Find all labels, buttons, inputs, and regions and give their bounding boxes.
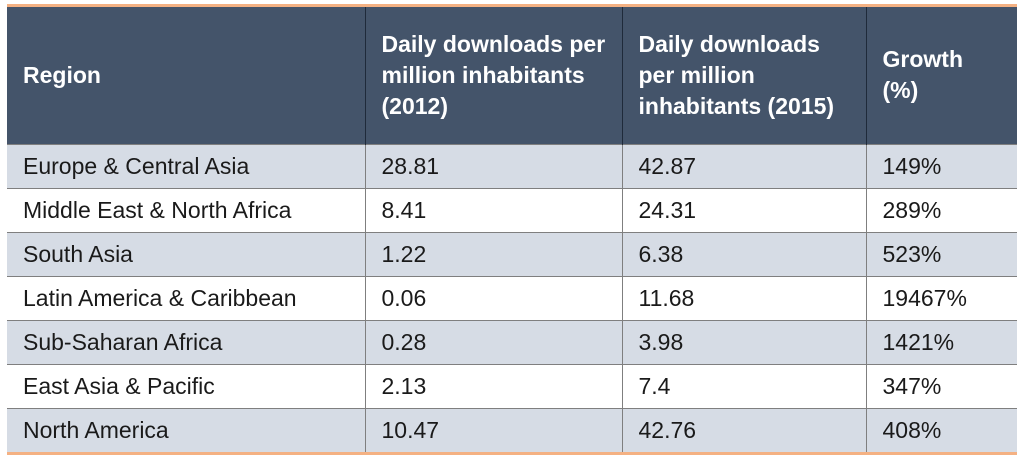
cell-downloads-2012: 0.28 (365, 319, 623, 364)
header-downloads-2015: Daily downloads per million inhabitants … (622, 7, 867, 144)
table-row: Middle East & North Africa 8.41 24.31 28… (7, 187, 1017, 232)
cell-region: South Asia (7, 231, 366, 276)
table-row: East Asia & Pacific 2.13 7.4 347% (7, 363, 1017, 408)
table-row: North America 10.47 42.76 408% (7, 407, 1017, 452)
cell-downloads-2015: 42.87 (622, 143, 867, 188)
cell-region: Sub-Saharan Africa (7, 319, 366, 364)
data-table-container: Region Daily downloads per million inhab… (7, 4, 1017, 455)
cell-growth: 1421% (866, 319, 1017, 364)
cell-growth: 523% (866, 231, 1017, 276)
cell-downloads-2015: 11.68 (622, 275, 867, 320)
cell-region: Middle East & North Africa (7, 187, 366, 232)
cell-downloads-2012: 1.22 (365, 231, 623, 276)
cell-downloads-2015: 24.31 (622, 187, 867, 232)
downloads-table: Region Daily downloads per million inhab… (7, 7, 1017, 452)
header-growth: Growth (%) (866, 7, 1017, 144)
table-row: Europe & Central Asia 28.81 42.87 149% (7, 143, 1017, 188)
table-row: Latin America & Caribbean 0.06 11.68 194… (7, 275, 1017, 320)
cell-downloads-2015: 6.38 (622, 231, 867, 276)
cell-downloads-2012: 8.41 (365, 187, 623, 232)
cell-region: Latin America & Caribbean (7, 275, 366, 320)
table-row: South Asia 1.22 6.38 523% (7, 231, 1017, 276)
header-region: Region (7, 7, 366, 144)
cell-growth: 408% (866, 407, 1017, 452)
cell-downloads-2015: 3.98 (622, 319, 867, 364)
cell-region: East Asia & Pacific (7, 363, 366, 408)
cell-growth: 19467% (866, 275, 1017, 320)
cell-growth: 347% (866, 363, 1017, 408)
cell-growth: 149% (866, 143, 1017, 188)
cell-downloads-2015: 7.4 (622, 363, 867, 408)
cell-region: North America (7, 407, 366, 452)
cell-downloads-2012: 0.06 (365, 275, 623, 320)
cell-downloads-2012: 28.81 (365, 143, 623, 188)
header-downloads-2012: Daily downloads per million inhabitants … (365, 7, 623, 144)
cell-downloads-2012: 2.13 (365, 363, 623, 408)
table-row: Sub-Saharan Africa 0.28 3.98 1421% (7, 319, 1017, 364)
header-row: Region Daily downloads per million inhab… (7, 7, 1017, 144)
cell-region: Europe & Central Asia (7, 143, 366, 188)
cell-downloads-2012: 10.47 (365, 407, 623, 452)
cell-growth: 289% (866, 187, 1017, 232)
cell-downloads-2015: 42.76 (622, 407, 867, 452)
